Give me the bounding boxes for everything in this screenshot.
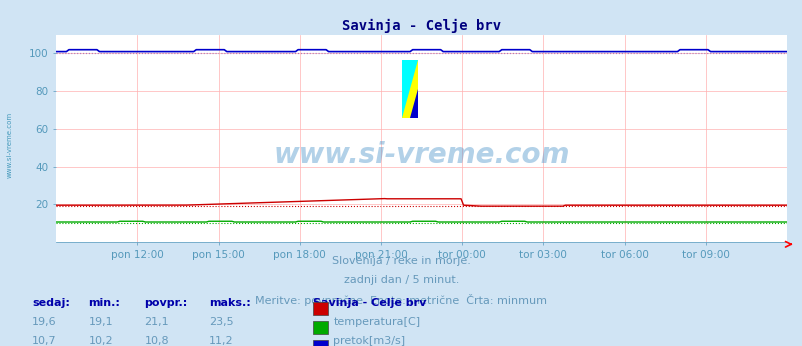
Text: 10,8: 10,8: [144, 336, 169, 346]
Text: zadnji dan / 5 minut.: zadnji dan / 5 minut.: [343, 275, 459, 285]
Text: www.si-vreme.com: www.si-vreme.com: [273, 141, 569, 169]
Text: 10,2: 10,2: [88, 336, 113, 346]
Text: 11,2: 11,2: [209, 336, 233, 346]
Title: Savinja - Celje brv: Savinja - Celje brv: [342, 19, 500, 34]
Text: 21,1: 21,1: [144, 317, 169, 327]
Text: 23,5: 23,5: [209, 317, 233, 327]
Text: min.:: min.:: [88, 298, 120, 308]
Text: maks.:: maks.:: [209, 298, 250, 308]
Text: 10,7: 10,7: [32, 336, 57, 346]
Polygon shape: [409, 89, 417, 118]
Text: Slovenija / reke in morje.: Slovenija / reke in morje.: [332, 256, 470, 266]
Text: Savinja - Celje brv: Savinja - Celje brv: [313, 298, 426, 308]
Text: temperatura[C]: temperatura[C]: [333, 317, 419, 327]
Text: 19,1: 19,1: [88, 317, 113, 327]
Text: 19,6: 19,6: [32, 317, 57, 327]
Text: pretok[m3/s]: pretok[m3/s]: [333, 336, 405, 346]
Polygon shape: [401, 60, 417, 118]
Text: povpr.:: povpr.:: [144, 298, 188, 308]
Bar: [401, 60, 417, 118]
Text: www.si-vreme.com: www.si-vreme.com: [6, 112, 13, 179]
Text: sedaj:: sedaj:: [32, 298, 70, 308]
Text: Meritve: povprečne  Enote: metrične  Črta: minmum: Meritve: povprečne Enote: metrične Črta:…: [255, 294, 547, 306]
